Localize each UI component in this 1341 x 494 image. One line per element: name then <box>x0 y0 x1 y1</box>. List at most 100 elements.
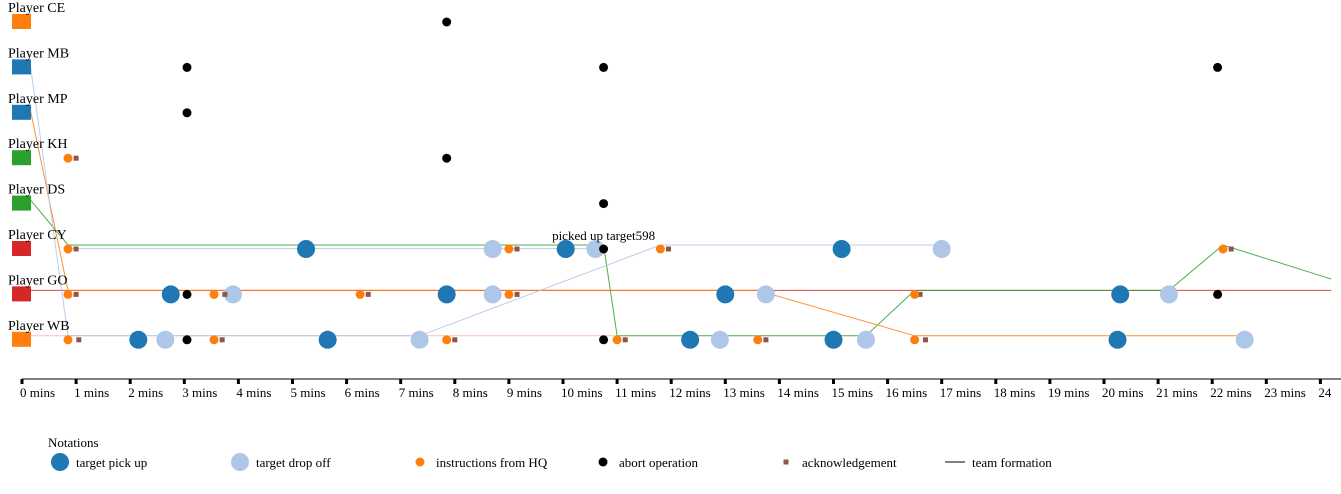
player-marker <box>12 241 31 256</box>
instructions-point <box>504 244 514 254</box>
axis-tick-label: 19 mins <box>1048 385 1090 400</box>
axis-tick-label: 23 mins <box>1264 385 1306 400</box>
instructions-point <box>910 289 920 299</box>
legend-swatch-instructions <box>415 457 425 467</box>
axis-tick-label: 9 mins <box>507 385 542 400</box>
player-marker <box>12 286 31 302</box>
axis-tick-label: 5 mins <box>291 385 326 400</box>
axis-tick-label: 15 mins <box>832 385 874 400</box>
target-dropoff-point <box>586 240 605 258</box>
axis-tick-label: 0 mins <box>20 385 55 400</box>
player-marker <box>12 195 31 211</box>
axis-tick-label: 4 mins <box>236 385 271 400</box>
target-dropoff-point <box>223 285 242 304</box>
time-axis: 0 mins 1 mins 2 mins 3 mins 4 mins 5 mins 6 mi… <box>20 378 1341 400</box>
target-pickup-point <box>437 285 456 304</box>
player-rows: Player CE Player MB Player MP Player KH Play… <box>8 1 70 347</box>
annotation-text: picked up target598 <box>552 228 655 243</box>
event-markers <box>63 17 1254 349</box>
legend-swatch-acknowledgement <box>783 459 789 465</box>
target-pickup-point <box>556 240 575 258</box>
legend: Notations target pick up target drop off in… <box>48 435 1052 471</box>
player-label: Player CY <box>8 228 67 243</box>
acknowledgement-point <box>73 155 79 161</box>
axis-tick-label: 16 mins <box>886 385 928 400</box>
abort-point <box>599 335 609 345</box>
abort-point <box>182 335 192 345</box>
player-marker <box>12 14 31 29</box>
instructions-point <box>504 289 514 299</box>
target-pickup-point <box>716 285 735 304</box>
axis-tick-label: 3 mins <box>182 385 217 400</box>
player-label: Player GO <box>8 273 68 288</box>
target-dropoff-point <box>483 285 502 304</box>
instructions-point <box>63 335 73 345</box>
player-label: Player CE <box>8 1 65 16</box>
legend-label: target drop off <box>256 455 331 470</box>
target-dropoff-point <box>756 285 775 304</box>
acknowledgement-point <box>763 337 769 343</box>
axis-tick-label: 17 mins <box>940 385 982 400</box>
acknowledgement-point <box>73 246 79 252</box>
target-pickup-point <box>318 330 337 349</box>
axis-tick-label: 24 <box>1318 385 1332 400</box>
instructions-point <box>63 244 73 254</box>
annotations: picked up target598 <box>552 228 655 243</box>
axis-tick-label: 14 mins <box>777 385 819 400</box>
axis-tick-label: 7 mins <box>399 385 434 400</box>
target-pickup-point <box>297 240 316 258</box>
target-pickup-point <box>681 330 700 349</box>
player-label: Player DS <box>8 183 65 198</box>
acknowledgement-point <box>365 291 371 297</box>
instructions-point <box>612 335 622 345</box>
acknowledgement-point <box>222 291 228 297</box>
axis-tick-label: 13 mins <box>723 385 765 400</box>
player-marker <box>12 104 31 120</box>
target-dropoff-point <box>410 330 429 349</box>
abort-point <box>599 244 609 254</box>
abort-point <box>599 62 609 72</box>
abort-point <box>442 17 452 27</box>
player-label: Player KH <box>8 137 68 152</box>
axis-tick-label: 6 mins <box>345 385 380 400</box>
target-pickup-point <box>1111 285 1130 304</box>
acknowledgement-point <box>922 337 928 343</box>
axis-tick-label: 1 mins <box>74 385 109 400</box>
target-dropoff-point <box>710 330 729 349</box>
legend-swatch-abort <box>598 457 608 467</box>
axis-tick-label: 10 mins <box>561 385 603 400</box>
legend-swatch-target-pickup <box>51 453 69 471</box>
player-label: Player MB <box>8 46 69 61</box>
legend-label: instructions from HQ <box>436 455 548 470</box>
abort-point <box>1213 62 1223 72</box>
legend-title: Notations <box>48 435 99 450</box>
axis-tick-label: 20 mins <box>1102 385 1144 400</box>
target-pickup-point <box>824 330 843 349</box>
instructions-point <box>655 244 665 254</box>
axis-tick-label: 2 mins <box>128 385 163 400</box>
instructions-point <box>355 289 365 299</box>
player-label: Player MP <box>8 92 68 107</box>
acknowledgement-point <box>452 337 458 343</box>
abort-point <box>1213 289 1223 299</box>
acknowledgement-point <box>76 337 82 343</box>
abort-point <box>182 108 192 118</box>
abort-point <box>182 289 192 299</box>
target-pickup-point <box>129 330 148 349</box>
abort-point <box>182 62 192 72</box>
axis-tick-label: 22 mins <box>1210 385 1252 400</box>
axis-tick-label: 21 mins <box>1156 385 1198 400</box>
legend-label: acknowledgement <box>802 455 897 470</box>
target-pickup-point <box>161 285 180 304</box>
target-dropoff-point <box>1159 285 1178 304</box>
player-marker <box>12 59 31 75</box>
acknowledgement-point <box>1228 246 1234 252</box>
axis-tick-label: 11 mins <box>615 385 656 400</box>
axis-tick-label: 12 mins <box>669 385 711 400</box>
acknowledgement-point <box>73 291 79 297</box>
instructions-point <box>63 289 73 299</box>
team-formation-line <box>29 199 1332 337</box>
instructions-point <box>753 335 763 345</box>
acknowledgement-point <box>917 291 923 297</box>
